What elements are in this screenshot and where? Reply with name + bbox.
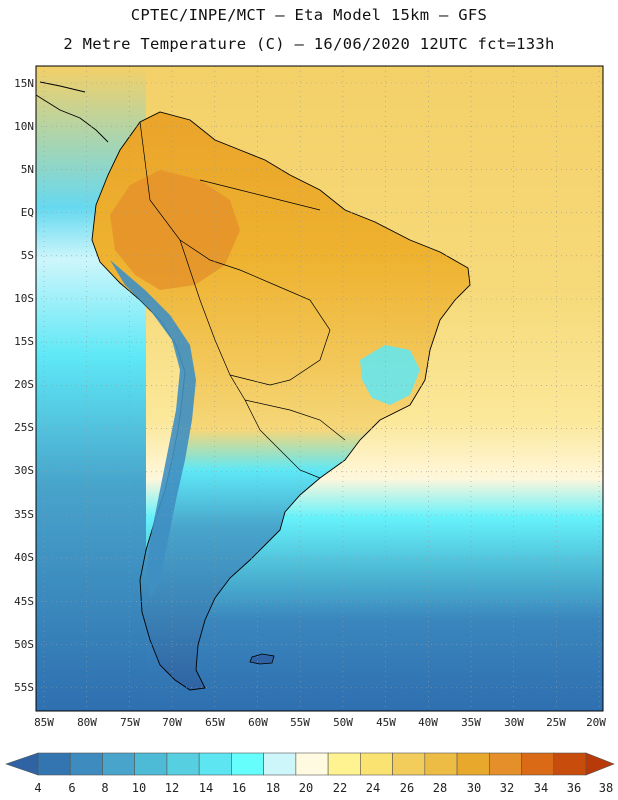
lat-label: 20S xyxy=(14,378,34,391)
lat-label: 5S xyxy=(20,249,34,262)
colorbar-tick-label: 6 xyxy=(68,781,76,795)
colorbar-tick-label: 8 xyxy=(101,781,109,795)
lon-label: 80W xyxy=(77,716,97,729)
colorbar-tick-label: 26 xyxy=(399,781,415,795)
brazil-highland-cool-patch xyxy=(360,345,420,405)
lat-label: 25S xyxy=(14,421,34,434)
lon-label: 50W xyxy=(333,716,353,729)
colorbar-tick-label: 10 xyxy=(131,781,147,795)
lon-label: 85W xyxy=(34,716,54,729)
lat-label: 35S xyxy=(14,508,34,521)
lat-label: 10N xyxy=(14,120,34,133)
country-borders xyxy=(139,121,346,479)
lon-label: 25W xyxy=(546,716,566,729)
lon-label: 65W xyxy=(205,716,225,729)
colorbar-tick-label: 12 xyxy=(164,781,180,795)
colorbar-tick-label: 32 xyxy=(499,781,515,795)
falkland-islands xyxy=(249,653,275,665)
colorbar-tick-label: 20 xyxy=(298,781,314,795)
colorbar-tick-label: 28 xyxy=(432,781,448,795)
colorbar-tick-label: 16 xyxy=(231,781,247,795)
colorbar-tick-label: 24 xyxy=(365,781,381,795)
lon-label: 70W xyxy=(162,716,182,729)
lon-label: 60W xyxy=(248,716,268,729)
lon-label: 35W xyxy=(461,716,481,729)
colorbar-tick-label: 36 xyxy=(566,781,582,795)
lon-label: 20W xyxy=(586,716,606,729)
lon-label: 45W xyxy=(376,716,396,729)
lat-label: 10S xyxy=(14,292,34,305)
colorbar-tick-label: 34 xyxy=(533,781,549,795)
lat-label: 30S xyxy=(14,464,34,477)
lat-label: 15S xyxy=(14,335,34,348)
colorbar-tick-label: 30 xyxy=(466,781,482,795)
colorbar-tick-label: 4 xyxy=(34,781,42,795)
lat-label: 50S xyxy=(14,638,34,651)
lat-label: EQ xyxy=(20,206,34,219)
map-title-line-1: CPTEC/INPE/MCT – Eta Model 15km – GFS xyxy=(130,6,488,24)
andes-cold-strip xyxy=(110,260,196,600)
central-america-coast xyxy=(36,81,109,143)
colorbar-tick-label: 14 xyxy=(198,781,214,795)
lon-label: 40W xyxy=(418,716,438,729)
lat-label: 15N xyxy=(14,77,34,90)
colorbar-tick-label: 22 xyxy=(332,781,348,795)
hot-interior-region xyxy=(110,170,240,290)
map-title-line-2: 2 Metre Temperature (C) – 16/06/2020 12U… xyxy=(63,35,555,53)
lon-label: 75W xyxy=(120,716,140,729)
lon-label: 30W xyxy=(504,716,524,729)
lon-label: 55W xyxy=(290,716,310,729)
map-frame xyxy=(35,65,604,712)
lat-label: 40S xyxy=(14,551,34,564)
lat-label: 45S xyxy=(14,595,34,608)
colorbar-tick-label: 18 xyxy=(265,781,281,795)
lat-label: 5N xyxy=(20,163,34,176)
colorbar-tick-label: 38 xyxy=(598,781,614,795)
lat-label: 55S xyxy=(14,681,34,694)
